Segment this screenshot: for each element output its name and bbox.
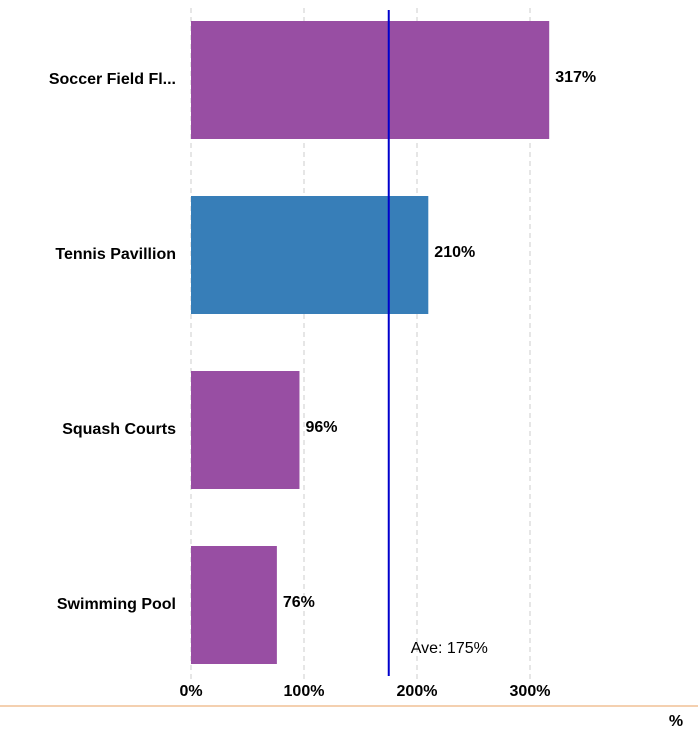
x-tick-label: 300% — [510, 683, 551, 700]
x-tick-label: 200% — [397, 683, 438, 700]
x-tick-label: 100% — [284, 683, 325, 700]
y-tick-label: Tennis Pavillion — [55, 246, 176, 263]
value-label: 76% — [283, 594, 315, 611]
y-tick-label: Soccer Field Fl... — [49, 71, 176, 88]
bar — [191, 371, 300, 489]
y-tick-label: Squash Courts — [62, 421, 176, 438]
y-tick-label: Swimming Pool — [57, 596, 176, 613]
value-label: 210% — [434, 244, 475, 261]
bar — [191, 546, 277, 664]
value-label: 317% — [555, 69, 596, 86]
x-axis-label: % — [669, 713, 683, 730]
value-label: 96% — [305, 419, 337, 436]
x-tick-label: 0% — [179, 683, 202, 700]
average-label: Ave: 175% — [411, 640, 488, 657]
bar — [191, 21, 550, 139]
bar — [191, 196, 429, 314]
